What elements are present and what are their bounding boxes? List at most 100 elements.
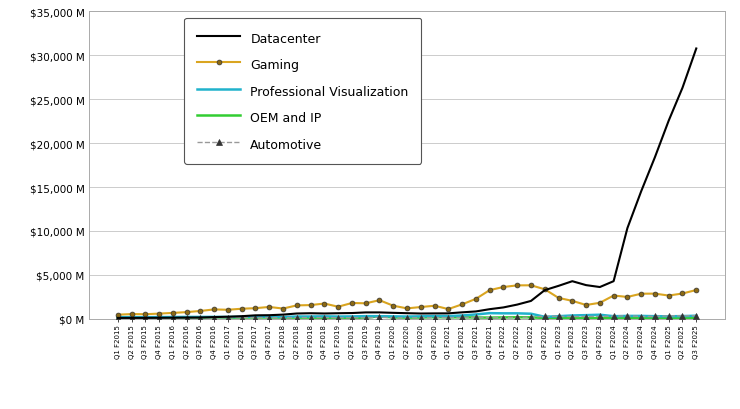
OEM and IP	[623, 316, 632, 321]
Gaming	[692, 288, 701, 293]
Automotive	[375, 315, 384, 320]
Datacenter	[650, 155, 659, 160]
OEM and IP	[527, 315, 536, 320]
Automotive	[485, 315, 494, 320]
OEM and IP	[540, 316, 549, 321]
Professional Visualization	[169, 315, 178, 320]
Gaming	[471, 297, 480, 301]
Legend: Datacenter, Gaming, Professional Visualization, OEM and IP, Automotive: Datacenter, Gaming, Professional Visuali…	[184, 18, 421, 164]
Professional Visualization	[223, 315, 232, 320]
Datacenter	[334, 311, 343, 316]
OEM and IP	[223, 315, 232, 320]
Professional Visualization	[636, 314, 645, 319]
Professional Visualization	[540, 315, 549, 319]
Line: Professional Visualization: Professional Visualization	[118, 313, 696, 317]
OEM and IP	[499, 315, 508, 320]
Professional Visualization	[554, 314, 563, 319]
Datacenter	[348, 311, 357, 316]
Automotive	[155, 316, 164, 321]
OEM and IP	[169, 315, 178, 320]
Professional Visualization	[596, 312, 605, 317]
Automotive	[430, 315, 439, 320]
Automotive	[113, 316, 122, 321]
Datacenter	[292, 311, 301, 316]
OEM and IP	[113, 315, 122, 320]
Professional Visualization	[568, 313, 576, 318]
Gaming	[320, 301, 329, 306]
Datacenter	[251, 313, 260, 318]
Automotive	[568, 315, 576, 319]
Automotive	[265, 315, 274, 320]
Professional Visualization	[430, 314, 439, 319]
Professional Visualization	[278, 315, 287, 320]
Professional Visualization	[457, 313, 466, 318]
Professional Visualization	[141, 315, 149, 320]
Datacenter	[513, 302, 522, 307]
Professional Visualization	[182, 315, 191, 319]
Datacenter	[209, 315, 218, 320]
Automotive	[127, 316, 136, 321]
Datacenter	[265, 313, 274, 318]
OEM and IP	[609, 316, 618, 321]
OEM and IP	[238, 315, 246, 320]
Gaming	[388, 303, 397, 308]
OEM and IP	[141, 315, 149, 320]
Automotive	[278, 315, 287, 320]
Gaming	[155, 311, 164, 316]
Professional Visualization	[665, 314, 673, 319]
Gaming	[169, 311, 178, 316]
Professional Visualization	[650, 314, 659, 319]
Datacenter	[499, 305, 508, 310]
Gaming	[650, 292, 659, 297]
Professional Visualization	[417, 314, 425, 319]
Datacenter	[127, 316, 136, 321]
OEM and IP	[554, 316, 563, 321]
Automotive	[361, 316, 370, 321]
Datacenter	[596, 285, 605, 290]
Datacenter	[169, 315, 178, 320]
Datacenter	[444, 311, 453, 316]
Automotive	[348, 315, 357, 320]
Gaming	[582, 303, 591, 308]
Gaming	[403, 306, 411, 311]
Datacenter	[623, 226, 632, 231]
Automotive	[238, 315, 246, 320]
OEM and IP	[155, 315, 164, 320]
Datacenter	[540, 288, 549, 293]
Line: Automotive: Automotive	[115, 313, 699, 321]
OEM and IP	[388, 315, 397, 320]
OEM and IP	[361, 315, 370, 320]
OEM and IP	[513, 315, 522, 320]
Datacenter	[582, 283, 591, 288]
OEM and IP	[182, 315, 191, 320]
Datacenter	[692, 47, 701, 52]
Datacenter	[196, 315, 205, 320]
Automotive	[417, 315, 425, 320]
Gaming	[444, 307, 453, 312]
Datacenter	[417, 311, 425, 316]
Professional Visualization	[251, 315, 260, 319]
Datacenter	[609, 279, 618, 284]
Gaming	[375, 298, 384, 303]
Automotive	[665, 314, 673, 319]
OEM and IP	[292, 315, 301, 320]
Datacenter	[223, 315, 232, 319]
Gaming	[141, 312, 149, 317]
Automotive	[182, 316, 191, 321]
Automotive	[582, 314, 591, 319]
Gaming	[292, 303, 301, 308]
Gaming	[527, 283, 536, 288]
Automotive	[251, 315, 260, 320]
Automotive	[292, 315, 301, 320]
Gaming	[623, 295, 632, 300]
Gaming	[278, 306, 287, 311]
Gaming	[238, 306, 246, 311]
Automotive	[388, 315, 397, 320]
Datacenter	[306, 311, 315, 316]
OEM and IP	[636, 316, 645, 321]
Professional Visualization	[444, 314, 453, 319]
OEM and IP	[582, 316, 591, 321]
Gaming	[457, 302, 466, 307]
Professional Visualization	[513, 311, 522, 316]
Automotive	[692, 314, 701, 319]
